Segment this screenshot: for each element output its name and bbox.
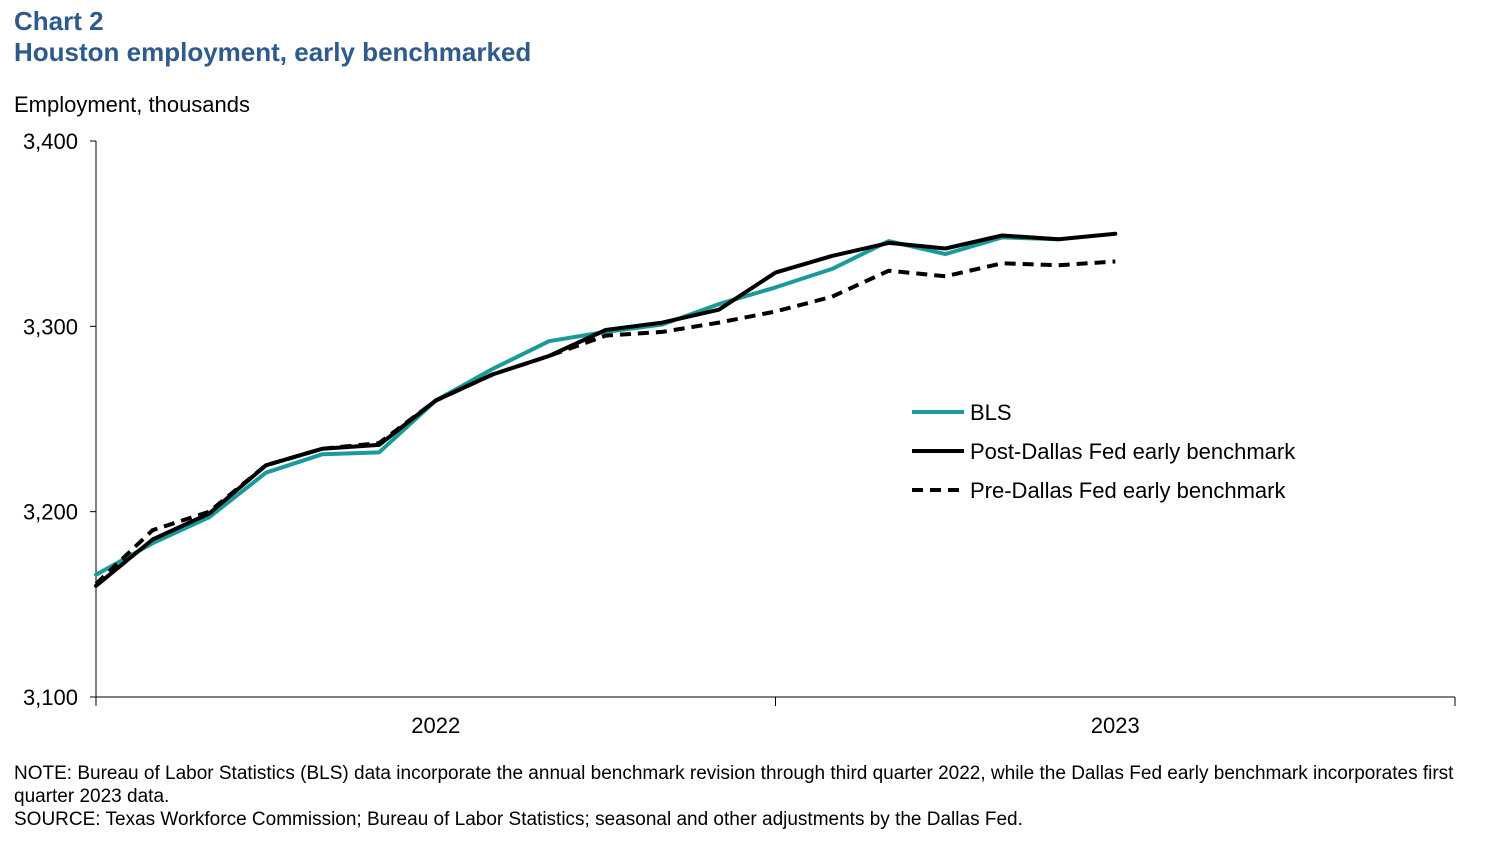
chart-title-block: Chart 2 Houston employment, early benchm… xyxy=(14,6,531,68)
y-tick-label: 3,100 xyxy=(23,685,78,710)
y-tick-label: 3,200 xyxy=(23,500,78,525)
series-line-solid-teal xyxy=(94,235,1061,577)
x-tick-label: 2022 xyxy=(411,713,460,738)
legend-label: BLS xyxy=(970,400,1012,425)
x-tick-label: 2023 xyxy=(1091,713,1140,738)
series-line-solid-black xyxy=(94,231,1118,588)
y-tick-label: 3,300 xyxy=(23,314,78,339)
chart-number: Chart 2 xyxy=(14,6,104,36)
note-text: NOTE: Bureau of Labor Statistics (BLS) d… xyxy=(14,763,1454,807)
legend-label: Pre-Dallas Fed early benchmark xyxy=(970,478,1286,503)
y-tick-label: 3,400 xyxy=(23,129,78,154)
chart-footnote: NOTE: Bureau of Labor Statistics (BLS) d… xyxy=(14,762,1454,831)
line-chart: 3,100 3,200 3,300 3,400 2022 2023 BLS Post-Dall… xyxy=(23,129,1456,738)
chart-title: Houston employment, early benchmarked xyxy=(14,37,532,67)
series-line-dashed-black xyxy=(94,259,1116,586)
source-text: SOURCE: Texas Workforce Commission; Bure… xyxy=(14,809,1023,830)
legend-label: Post-Dallas Fed early benchmark xyxy=(970,439,1296,464)
y-axis-label: Employment, thousands xyxy=(14,92,251,117)
